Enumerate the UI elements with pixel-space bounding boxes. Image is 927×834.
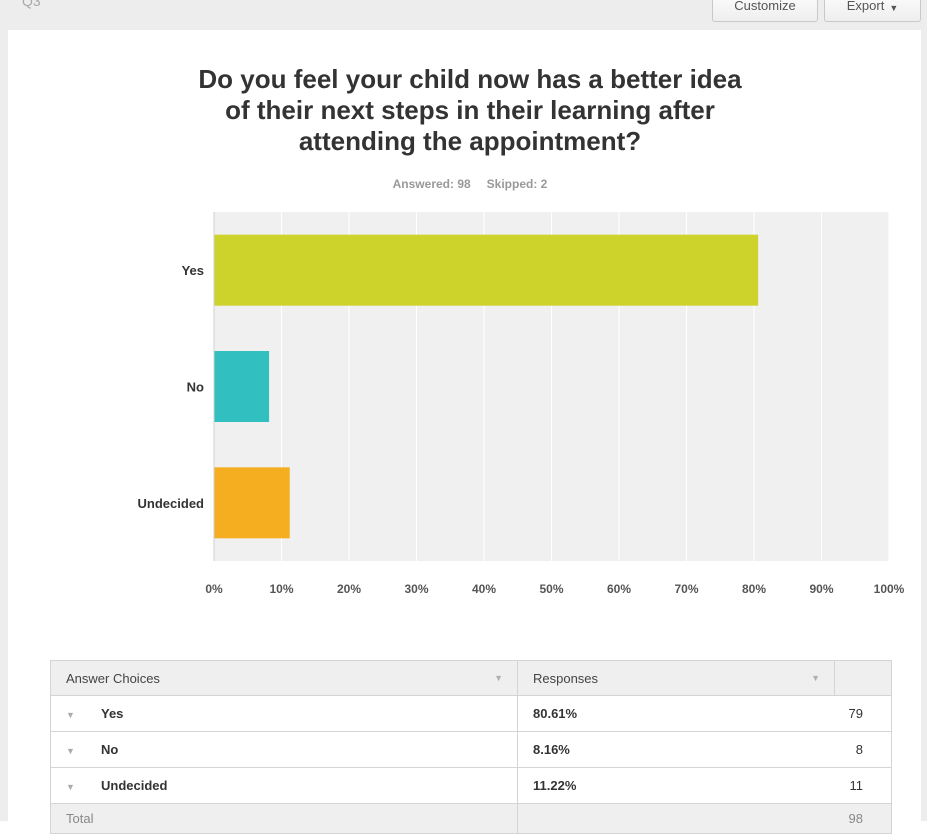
choice-label: Yes — [101, 706, 124, 721]
category-label: Undecided — [138, 496, 205, 511]
x-tick-label: 70% — [674, 582, 698, 596]
right-edge — [921, 30, 927, 821]
bar-undecided — [214, 467, 290, 539]
x-tick-label: 100% — [874, 582, 905, 596]
responses-label: Responses — [533, 670, 599, 686]
total-count: 98 — [834, 803, 892, 834]
choice-cell: ▼ No — [50, 731, 518, 768]
answer-choices-header[interactable]: Answer Choices ▼ — [50, 660, 518, 696]
question-title-line-1: Do you feel your child now has a better … — [198, 64, 742, 94]
export-label: Export — [846, 0, 885, 13]
percent-cell: 11.22% — [517, 767, 835, 804]
total-label: Total — [50, 803, 518, 834]
category-label: No — [187, 380, 204, 395]
x-tick-label: 0% — [205, 582, 223, 596]
x-tick-label: 10% — [269, 582, 293, 596]
customize-label: Customize — [734, 0, 796, 13]
table-row: ▼ No 8.16% 8 — [50, 731, 892, 768]
answer-choices-label: Answer Choices — [66, 670, 160, 686]
bar-yes — [214, 234, 759, 306]
table-row: ▼ Undecided 11.22% 11 — [50, 767, 892, 804]
sort-icon[interactable]: ▼ — [811, 673, 820, 683]
category-label: Yes — [182, 263, 204, 278]
question-number: Q3 — [22, 0, 41, 9]
x-tick-label: 20% — [337, 582, 361, 596]
count-cell: 79 — [834, 695, 892, 732]
x-tick-label: 50% — [539, 582, 563, 596]
choice-label: No — [101, 742, 119, 757]
top-toolbar: Q3 Customize Export ▼ — [0, 0, 927, 30]
responses-header[interactable]: Responses ▼ — [517, 660, 835, 696]
count-cell: 8 — [834, 731, 892, 768]
expand-row-icon[interactable]: ▼ — [66, 710, 75, 720]
count-header — [834, 660, 892, 696]
question-title: Do you feel your child now has a better … — [150, 64, 790, 157]
percent-cell: 8.16% — [517, 731, 835, 768]
choice-cell: ▼ Yes — [50, 695, 518, 732]
customize-button[interactable]: Customize — [712, 0, 818, 22]
count-cell: 11 — [834, 767, 892, 804]
chevron-down-icon: ▼ — [889, 3, 899, 13]
expand-row-icon[interactable]: ▼ — [66, 782, 75, 792]
response-stats: Answered: 98 Skipped: 2 — [300, 177, 640, 191]
table-header-row: Answer Choices ▼ Responses ▼ — [50, 660, 892, 696]
bar-chart: 0% 10% 20% 30% 40% 50% 60% 70% 80% 90% 100% Yes No Un… — [138, 212, 905, 596]
answered-count: Answered: 98 — [392, 177, 471, 191]
sort-icon[interactable]: ▼ — [494, 673, 503, 683]
question-title-line-2: of their next steps in their learning af… — [225, 95, 715, 125]
table-row: ▼ Yes 80.61% 79 — [50, 695, 892, 732]
x-tick-label: 60% — [607, 582, 631, 596]
total-spacer — [517, 803, 835, 834]
x-tick-label: 30% — [404, 582, 428, 596]
responses-table: Answer Choices ▼ Responses ▼ ▼ Yes 80.61%… — [50, 660, 892, 834]
skipped-count: Skipped: 2 — [486, 177, 548, 191]
choice-cell: ▼ Undecided — [50, 767, 518, 804]
x-tick-label: 40% — [472, 582, 496, 596]
percent-cell: 80.61% — [517, 695, 835, 732]
x-tick-label: 80% — [742, 582, 766, 596]
total-row: Total 98 — [50, 803, 892, 834]
export-button[interactable]: Export ▼ — [824, 0, 921, 22]
x-tick-label: 90% — [809, 582, 833, 596]
bar-no — [214, 351, 270, 422]
left-edge — [0, 30, 8, 821]
question-title-line-3: attending the appointment? — [298, 126, 642, 156]
expand-row-icon[interactable]: ▼ — [66, 746, 75, 756]
choice-label: Undecided — [101, 778, 168, 793]
